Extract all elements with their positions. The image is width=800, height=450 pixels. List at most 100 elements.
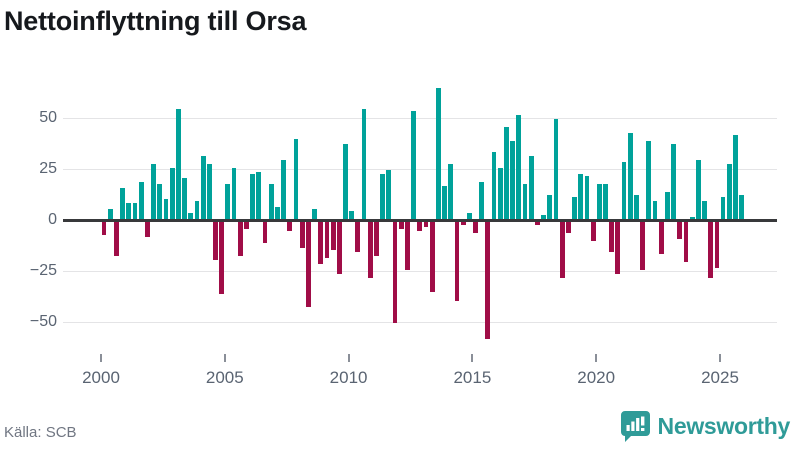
bar-2009-Q4	[343, 143, 348, 219]
bar-2006-Q2	[256, 172, 262, 219]
bar-2019-Q2	[578, 174, 584, 219]
bar-2019-Q3	[584, 176, 590, 219]
gridline	[63, 321, 777, 323]
gridline	[63, 168, 777, 170]
bar-2008-Q2	[305, 221, 311, 307]
bar-2005-Q1	[225, 184, 231, 219]
bar-2012-Q3	[411, 110, 416, 219]
bar-2021-Q3	[634, 194, 639, 219]
bar-2008-Q4	[318, 221, 324, 264]
bar-2022-Q4	[664, 192, 670, 219]
bar-2007-Q2	[281, 159, 286, 219]
bar-2023-Q4	[689, 216, 695, 219]
bar-2007-Q4	[293, 139, 299, 219]
bar-2016-Q3	[510, 141, 516, 219]
newsworthy-icon	[620, 410, 651, 443]
bar-2024-Q3	[708, 221, 714, 279]
bar-2020-Q1	[596, 184, 602, 219]
bar-2002-Q4	[169, 168, 175, 219]
bar-2011-Q2	[380, 174, 386, 219]
bar-2020-Q4	[615, 221, 621, 275]
bar-2006-Q3	[262, 221, 268, 244]
bar-2012-Q1	[398, 221, 404, 230]
bar-2021-Q2	[627, 133, 633, 219]
bar-2000-Q1	[101, 221, 107, 236]
x-axis-tick	[100, 354, 102, 362]
gridline	[63, 270, 777, 272]
bar-2015-Q1	[473, 221, 478, 234]
bar-2023-Q1	[671, 143, 676, 219]
bar-2017-Q1	[522, 184, 528, 219]
bar-2022-Q3	[658, 221, 664, 254]
bar-2011-Q4	[392, 221, 398, 323]
bar-2020-Q2	[603, 184, 608, 219]
bar-2018-Q4	[565, 221, 571, 234]
bar-2024-Q4	[714, 221, 720, 268]
x-axis-label: 2025	[701, 368, 739, 387]
bar-2010-Q4	[367, 221, 373, 279]
bar-2001-Q3	[138, 182, 144, 219]
bar-2012-Q2	[405, 221, 410, 270]
bar-2011-Q3	[386, 170, 392, 219]
x-axis-label: 2015	[453, 368, 492, 387]
page-title: Nettoinflyttning till Orsa	[4, 6, 307, 36]
bar-2021-Q1	[621, 161, 627, 219]
bar-2013-Q1	[423, 221, 429, 228]
bar-2008-Q3	[312, 208, 317, 219]
bar-2016-Q2	[504, 127, 509, 219]
x-axis-tick	[223, 354, 226, 362]
x-axis-label: 2020	[577, 368, 616, 387]
bar-2000-Q4	[120, 188, 126, 219]
bar-2013-Q2	[429, 221, 435, 293]
bar-2002-Q3	[163, 198, 169, 219]
y-axis-label: 0	[48, 211, 57, 228]
bar-2000-Q2	[107, 208, 113, 219]
bar-2025-Q2	[726, 163, 732, 219]
bar-2002-Q2	[157, 184, 163, 219]
bar-2025-Q3	[733, 135, 738, 219]
bar-2005-Q2	[231, 168, 237, 219]
x-axis-tick	[347, 354, 350, 362]
bar-2006-Q1	[250, 174, 256, 219]
x-axis-label: 2005	[205, 368, 244, 387]
bar-2014-Q3	[460, 221, 466, 226]
bar-2025-Q4	[739, 194, 745, 219]
bar-2021-Q4	[640, 221, 646, 270]
bar-2002-Q1	[151, 163, 156, 219]
bar-2007-Q3	[287, 221, 293, 232]
bar-2019-Q1	[572, 196, 577, 219]
bar-2014-Q1	[448, 163, 454, 219]
y-axis-label: −25	[29, 262, 57, 279]
bar-2010-Q3	[361, 108, 367, 219]
bar-2019-Q4	[590, 221, 596, 242]
bar-2001-Q4	[145, 221, 150, 238]
bar-2004-Q3	[213, 221, 218, 260]
newsworthy-wordmark: Newsworthy	[657, 413, 791, 439]
bar-2025-Q1	[720, 196, 726, 219]
bar-2023-Q3	[683, 221, 689, 262]
bar-2000-Q3	[114, 221, 119, 256]
bar-2016-Q4	[516, 114, 522, 219]
bar-2001-Q1	[126, 202, 132, 219]
bar-2010-Q2	[355, 221, 361, 252]
y-axis-label: 50	[39, 109, 57, 126]
bar-2024-Q1	[695, 159, 701, 219]
x-axis-tick	[471, 354, 474, 362]
bar-2012-Q4	[417, 221, 423, 232]
bar-2015-Q2	[479, 182, 485, 219]
x-axis-label: 2000	[82, 368, 120, 387]
bar-2011-Q1	[374, 221, 379, 256]
source-note: Källa: SCB	[4, 424, 77, 441]
bar-2013-Q3	[435, 88, 441, 219]
bar-2015-Q3	[485, 221, 491, 340]
bar-2004-Q4	[219, 221, 225, 295]
bar-2013-Q4	[442, 186, 447, 219]
bar-2003-Q1	[175, 108, 181, 219]
bar-2014-Q2	[454, 221, 460, 301]
bar-2014-Q4	[466, 212, 472, 219]
bar-2022-Q1	[646, 141, 652, 219]
x-axis-zero-line	[63, 218, 777, 222]
x-axis-tick	[595, 354, 598, 362]
bar-2003-Q3	[188, 212, 194, 219]
